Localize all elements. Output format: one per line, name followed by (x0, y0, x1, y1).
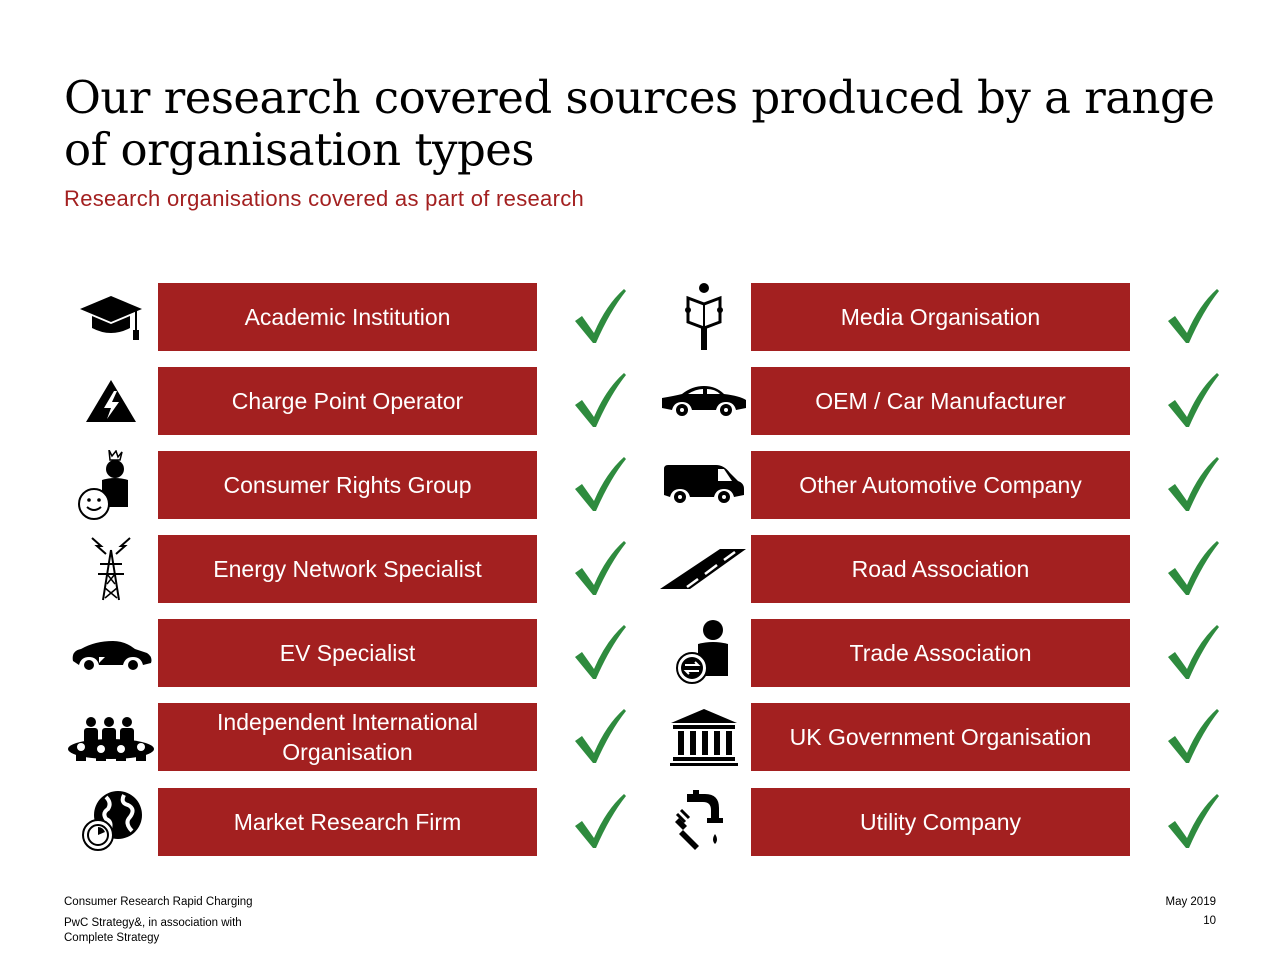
check-icon (570, 621, 630, 683)
check-icon (1163, 369, 1223, 431)
check-icon (1163, 705, 1223, 767)
org-label: Independent International Organisation (158, 703, 537, 771)
check-icon (1163, 621, 1223, 683)
org-label: Market Research Firm (158, 788, 537, 856)
car-icon (657, 367, 751, 435)
check-icon (1163, 285, 1223, 347)
check-icon (570, 369, 630, 431)
utilities-icon (657, 788, 751, 856)
newspaper-reader-icon (657, 283, 751, 351)
electric-car-icon (64, 619, 158, 687)
org-label: Media Organisation (751, 283, 1130, 351)
check-icon (1163, 790, 1223, 852)
high-voltage-warning-icon (64, 367, 158, 435)
page-number: 10 (1203, 915, 1216, 927)
group-meeting-icon (64, 703, 158, 771)
check-icon (570, 453, 630, 515)
graduation-cap-icon (64, 283, 158, 351)
page-subtitle: Research organisations covered as part o… (64, 186, 585, 211)
van-icon (657, 451, 751, 519)
transmission-tower-icon (64, 535, 158, 603)
org-label: Trade Association (751, 619, 1130, 687)
road-icon (657, 535, 751, 603)
org-label: Academic Institution (158, 283, 537, 351)
government-building-icon (657, 703, 751, 771)
check-icon (570, 537, 630, 599)
check-icon (570, 705, 630, 767)
check-icon (570, 790, 630, 852)
trader-icon (657, 619, 751, 687)
org-label: Charge Point Operator (158, 367, 537, 435)
org-label: UK Government Organisation (751, 703, 1130, 771)
check-icon (1163, 453, 1223, 515)
footer-credit-line-2: Complete Strategy (64, 932, 160, 944)
check-icon (1163, 537, 1223, 599)
footer-date: May 2019 (1165, 896, 1216, 908)
check-icon (570, 285, 630, 347)
org-label: Other Automotive Company (751, 451, 1130, 519)
org-label: OEM / Car Manufacturer (751, 367, 1130, 435)
org-label: EV Specialist (158, 619, 537, 687)
footer-project: Consumer Research Rapid Charging (64, 896, 253, 908)
org-label: Road Association (751, 535, 1130, 603)
consumer-king-icon (64, 450, 158, 520)
globe-clock-icon (64, 788, 158, 856)
org-label: Consumer Rights Group (158, 451, 537, 519)
org-label: Utility Company (751, 788, 1130, 856)
footer-credit-line-1: PwC Strategy&, in association with (64, 917, 242, 929)
page-title: Our research covered sources produced by… (64, 71, 1215, 176)
org-label: Energy Network Specialist (158, 535, 537, 603)
